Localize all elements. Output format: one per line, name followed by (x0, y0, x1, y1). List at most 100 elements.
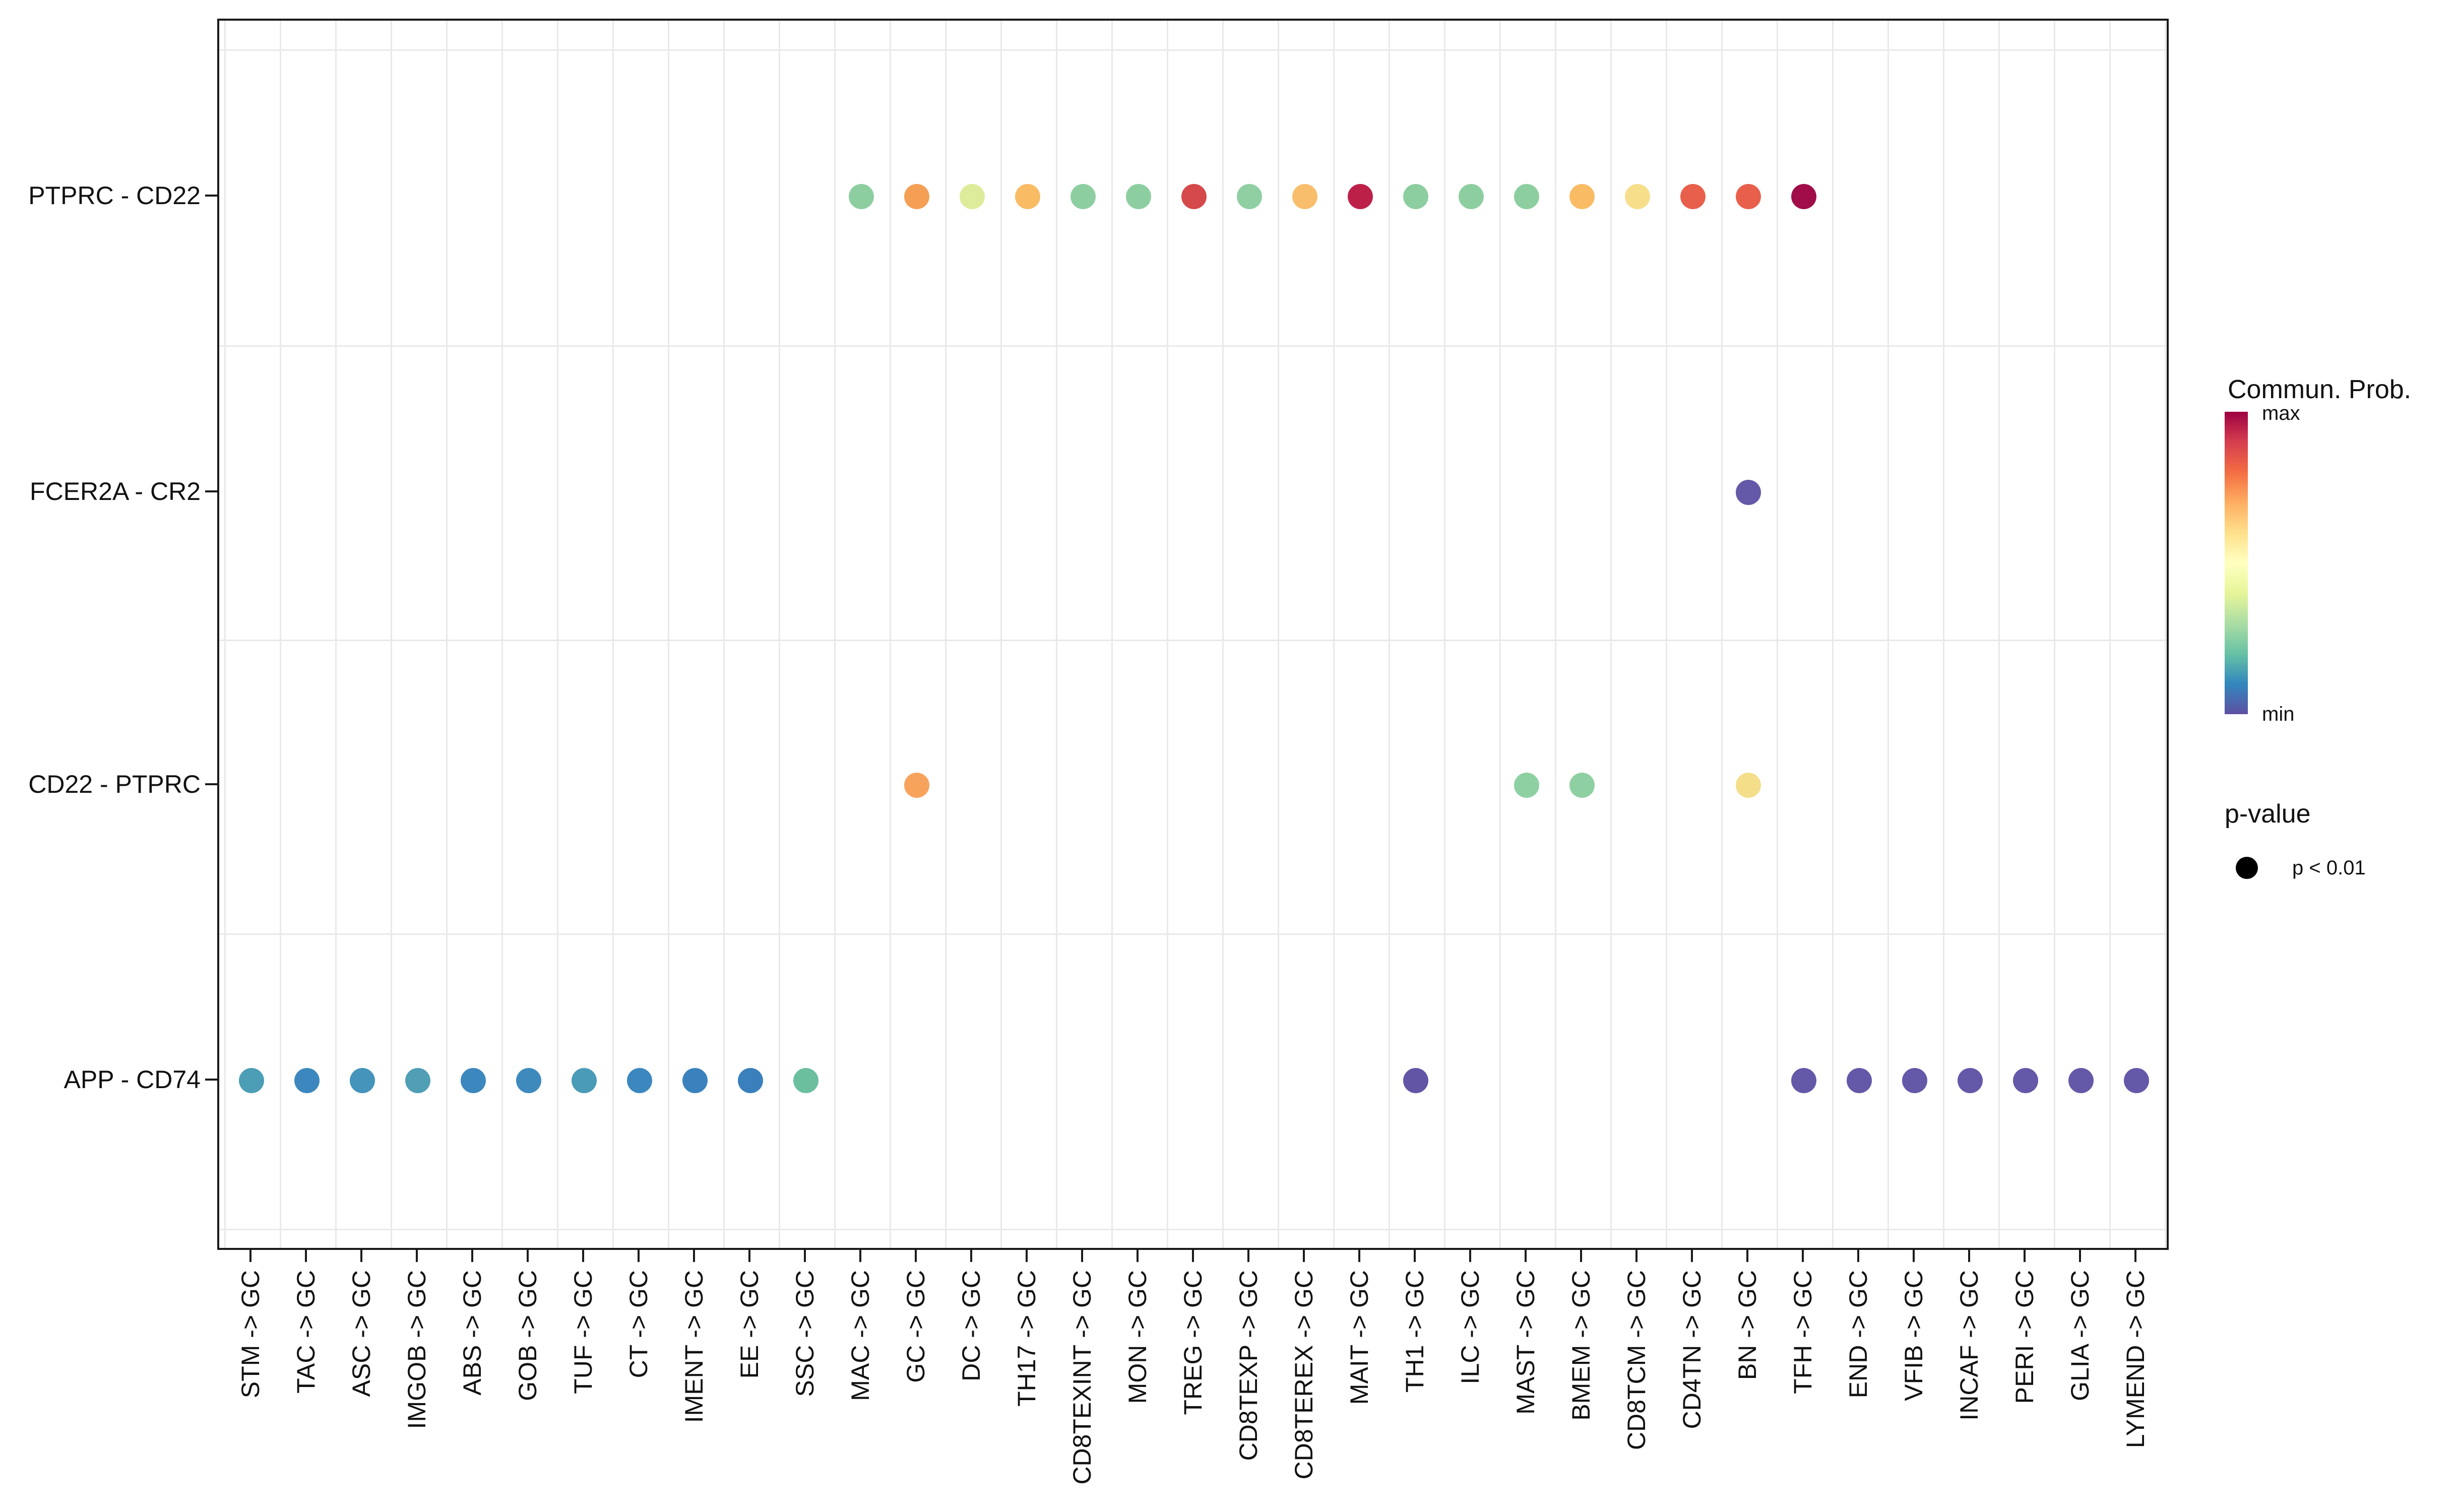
x-axis-tick (416, 1250, 418, 1262)
x-axis-label: ILC -> GC (1456, 1270, 1484, 1384)
colorbar-max-label: max (2262, 402, 2300, 424)
data-dot (1791, 184, 1816, 209)
x-axis-label: TH1 -> GC (1401, 1270, 1429, 1393)
data-dot (793, 1068, 818, 1093)
data-dot (405, 1068, 430, 1093)
data-dot (1237, 184, 1262, 209)
x-axis-tick (1026, 1250, 1028, 1262)
vertical-gridline (1278, 21, 1279, 1248)
colorbar-gradient (2225, 412, 2248, 714)
y-axis-tick (205, 490, 217, 492)
vertical-gridline (1167, 21, 1168, 1248)
horizontal-gridline (219, 933, 2167, 935)
vertical-gridline (280, 21, 281, 1248)
vertical-gridline (224, 21, 226, 1248)
pvalue-key-label: p < 0.01 (2292, 857, 2366, 879)
x-axis-tick (1247, 1250, 1249, 1262)
data-dot (1348, 184, 1373, 209)
x-axis-label: TH17 -> GC (1013, 1270, 1041, 1407)
vertical-gridline (1499, 21, 1501, 1248)
vertical-gridline (1333, 21, 1335, 1248)
plot-panel (217, 19, 2169, 1250)
x-axis-label: TUF -> GC (569, 1270, 597, 1394)
horizontal-gridline (219, 49, 2167, 51)
pvalue-legend-title: p-value (2225, 799, 2311, 829)
data-dot (682, 1068, 708, 1093)
x-axis-tick (1469, 1250, 1471, 1262)
x-axis-label: TREG -> GC (1179, 1270, 1207, 1415)
data-dot (1015, 184, 1040, 209)
data-dot (1736, 773, 1761, 798)
x-axis-label: VFIB -> GC (1900, 1270, 1928, 1401)
vertical-gridline (945, 21, 947, 1248)
vertical-gridline (1610, 21, 1612, 1248)
x-axis-tick (1746, 1250, 1748, 1262)
vertical-gridline (779, 21, 780, 1248)
x-axis-label: SSC -> GC (791, 1270, 819, 1397)
x-axis-tick (748, 1250, 750, 1262)
x-axis-label: ASC -> GC (347, 1270, 375, 1397)
x-axis-tick (2024, 1250, 2026, 1262)
y-axis-label: CD22 - PTPRC (28, 770, 201, 798)
data-dot (1459, 184, 1484, 209)
x-axis-tick (1081, 1250, 1083, 1262)
data-dot (627, 1068, 652, 1093)
vertical-gridline (335, 21, 337, 1248)
horizontal-gridline (219, 639, 2167, 641)
vertical-gridline (2165, 21, 2166, 1248)
y-axis-tick (205, 783, 217, 785)
vertical-gridline (2109, 21, 2111, 1248)
data-dot (1736, 184, 1761, 209)
x-axis-label: ABS -> GC (458, 1270, 486, 1396)
vertical-gridline (1056, 21, 1057, 1248)
data-dot (1847, 1068, 1872, 1093)
data-dot (738, 1068, 763, 1093)
pvalue-key-dot (2236, 857, 2258, 879)
x-axis-label: IMGOB -> GC (403, 1270, 431, 1429)
data-dot (1070, 184, 1096, 209)
vertical-gridline (1943, 21, 1944, 1248)
x-axis-label: GOB -> GC (514, 1270, 542, 1401)
vertical-gridline (723, 21, 725, 1248)
x-axis-tick (1802, 1250, 1804, 1262)
x-axis-label: LYMEND -> GC (2121, 1270, 2150, 1448)
data-dot (1569, 184, 1595, 209)
data-dot (516, 1068, 541, 1093)
x-axis-label: MON -> GC (1123, 1270, 1152, 1404)
colorbar-min-label: min (2262, 703, 2295, 725)
x-axis-tick (360, 1250, 362, 1262)
x-axis-label: STM -> GC (236, 1270, 265, 1399)
data-dot (2068, 1068, 2094, 1093)
x-axis-tick (1303, 1250, 1305, 1262)
x-axis-tick (804, 1250, 806, 1262)
x-axis-label: IMENT -> GC (680, 1270, 708, 1423)
vertical-gridline (1832, 21, 1834, 1248)
data-dot (1181, 184, 1207, 209)
x-axis-tick (305, 1250, 307, 1262)
vertical-gridline (446, 21, 448, 1248)
horizontal-gridline (219, 345, 2167, 347)
data-dot (1569, 773, 1595, 798)
vertical-gridline (391, 21, 392, 1248)
vertical-gridline (1389, 21, 1390, 1248)
x-axis-label: CD8TCM -> GC (1622, 1270, 1651, 1450)
data-dot (1292, 184, 1317, 209)
vertical-gridline (1666, 21, 1667, 1248)
x-axis-label: CD8TEXINT -> GC (1068, 1270, 1096, 1485)
y-axis-label: PTPRC - CD22 (28, 181, 201, 210)
x-axis-tick (1414, 1250, 1416, 1262)
x-axis-label: CT -> GC (624, 1270, 653, 1378)
x-axis-tick (1635, 1250, 1637, 1262)
data-dot (239, 1068, 264, 1093)
vertical-gridline (501, 21, 503, 1248)
x-axis-tick (915, 1250, 917, 1262)
x-axis-label: CD8TEXP -> GC (1234, 1270, 1263, 1461)
x-axis-tick (1358, 1250, 1360, 1262)
y-axis-label: APP - CD74 (64, 1065, 201, 1094)
data-dot (1126, 184, 1151, 209)
vertical-gridline (1777, 21, 1778, 1248)
x-axis-tick (1857, 1250, 1859, 1262)
x-axis-tick (2079, 1250, 2081, 1262)
data-dot (904, 773, 929, 798)
